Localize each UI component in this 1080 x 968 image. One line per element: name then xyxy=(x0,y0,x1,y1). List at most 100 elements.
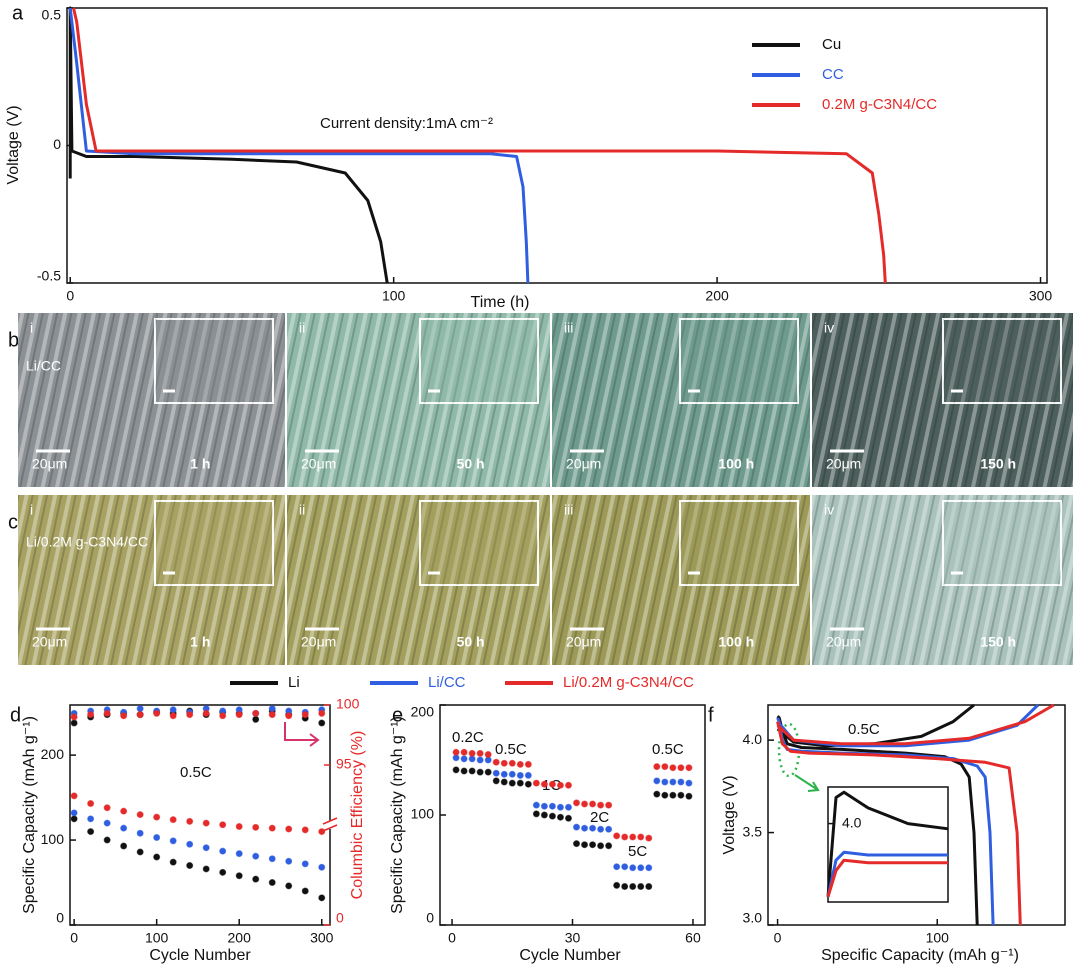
data-point xyxy=(318,863,326,871)
data-point xyxy=(645,883,653,890)
scale-label: 20μm xyxy=(32,456,67,472)
data-point xyxy=(153,813,161,821)
data-point xyxy=(581,800,589,808)
data-point xyxy=(637,883,645,890)
data-point xyxy=(285,882,293,890)
data-point xyxy=(153,834,161,842)
x-tick-label: 30 xyxy=(565,930,581,946)
annotation: 0.5C xyxy=(495,741,527,758)
data-point xyxy=(70,713,78,721)
data-point xyxy=(677,791,685,799)
data-point xyxy=(621,883,629,890)
x-tick-label: 0 xyxy=(448,930,456,946)
axis-break-gap xyxy=(326,821,334,829)
data-point xyxy=(532,779,540,787)
data-point xyxy=(653,790,661,798)
panel-letter: f xyxy=(708,704,714,726)
data-point xyxy=(516,779,524,787)
x-tick-label: 300 xyxy=(1029,288,1053,304)
data-point xyxy=(653,777,661,785)
x-tick-label: 200 xyxy=(228,930,252,946)
data-point xyxy=(169,816,177,824)
annotation: Current density:1mA cm⁻² xyxy=(320,115,493,132)
data-point xyxy=(613,881,621,889)
data-point xyxy=(468,767,476,775)
inset-texture xyxy=(943,501,1061,585)
panel-letter: d xyxy=(10,704,21,726)
y-tick-label: 100 xyxy=(41,831,65,847)
x-tick-label: 100 xyxy=(145,930,169,946)
time-label: 100 h xyxy=(718,456,754,472)
scale-label: 20μm xyxy=(566,634,601,650)
y-tick-label: 100 xyxy=(411,806,435,822)
annotation: 0.2C xyxy=(452,729,484,746)
data-point xyxy=(103,804,111,812)
data-point xyxy=(219,868,227,876)
data-point xyxy=(621,833,629,841)
y-tick-label: 0 xyxy=(426,910,434,926)
data-point xyxy=(136,829,144,837)
data-point xyxy=(169,837,177,845)
x-tick-label: 100 xyxy=(926,930,950,946)
data-point xyxy=(532,801,540,809)
data-point xyxy=(597,842,605,850)
data-point xyxy=(589,841,597,849)
data-point xyxy=(508,759,516,767)
data-point xyxy=(186,817,194,825)
legend-label: Cu xyxy=(822,36,841,53)
data-point xyxy=(508,779,516,787)
data-point xyxy=(573,823,581,831)
image-index: iii xyxy=(564,502,573,518)
data-point xyxy=(516,771,524,779)
x-tick-label: 300 xyxy=(310,930,334,946)
data-point xyxy=(235,822,243,830)
panel-letter: b xyxy=(8,329,19,351)
data-point xyxy=(268,879,276,887)
panel-letter: c xyxy=(8,511,18,533)
data-point xyxy=(661,763,669,771)
legend-label: Li xyxy=(288,674,300,691)
time-label: 100 h xyxy=(718,634,754,650)
data-point xyxy=(103,819,111,827)
panel-letter: e xyxy=(392,704,403,726)
data-point xyxy=(169,858,177,866)
y-tick-label: -0.5 xyxy=(37,268,61,284)
series-line xyxy=(776,703,1055,926)
time-label: 150 h xyxy=(980,456,1016,472)
data-point xyxy=(508,770,516,778)
data-point xyxy=(613,863,621,871)
y-tick-label: 4.0 xyxy=(743,731,763,747)
inset-texture xyxy=(420,501,538,585)
x-tick-label: 100 xyxy=(382,288,406,304)
y2-tick-label: 95 xyxy=(336,756,352,772)
data-point xyxy=(285,712,293,720)
data-point xyxy=(629,833,637,841)
data-point xyxy=(252,852,260,860)
series-line xyxy=(72,7,887,284)
data-point xyxy=(556,803,564,811)
data-point xyxy=(548,780,556,788)
data-point xyxy=(120,712,128,720)
image-index: ii xyxy=(299,502,305,518)
data-point xyxy=(613,832,621,840)
data-point xyxy=(70,809,78,817)
data-point xyxy=(202,709,210,717)
data-point xyxy=(318,719,326,727)
image-index: iv xyxy=(824,320,834,336)
scale-label: 20μm xyxy=(301,634,336,650)
legend-label: CC xyxy=(822,66,844,83)
inset-texture xyxy=(680,501,798,585)
annotation: 0.5C xyxy=(848,721,880,738)
series-line xyxy=(826,790,949,897)
axis-break xyxy=(322,817,338,832)
sample-label: Li/0.2M g-C3N4/CC xyxy=(26,534,148,550)
data-point xyxy=(589,824,597,832)
data-point xyxy=(268,824,276,832)
data-point xyxy=(460,748,468,756)
y-tick-label: 200 xyxy=(41,746,65,762)
data-point xyxy=(87,815,95,823)
data-point xyxy=(661,778,669,786)
time-label: 1 h xyxy=(190,456,210,472)
